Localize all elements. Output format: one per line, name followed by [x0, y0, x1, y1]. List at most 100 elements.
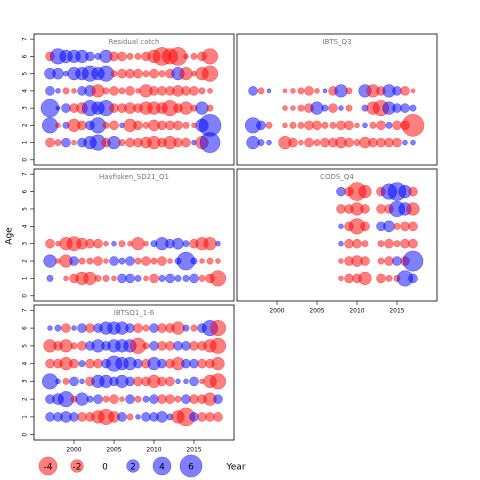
bubble [360, 221, 370, 232]
bubble [181, 394, 191, 404]
bubble [290, 105, 296, 111]
bubble [402, 139, 408, 146]
bubble [157, 323, 167, 333]
panel-frame [33, 168, 235, 302]
bubble [369, 121, 377, 129]
bubble [102, 121, 110, 129]
bubble [91, 84, 105, 98]
bubble [149, 68, 159, 79]
bubble [110, 70, 118, 78]
bubble [142, 395, 150, 403]
bubble [55, 378, 61, 385]
bubble [297, 104, 305, 112]
panel-title: IBTSQ1_1-6 [114, 309, 155, 317]
bubble [206, 104, 214, 112]
legend-label: 4 [159, 463, 165, 473]
bubble [211, 357, 225, 371]
bubble [256, 120, 266, 131]
y-tick-label: 2 [22, 397, 29, 401]
legend-bubble [38, 456, 58, 476]
bubble [322, 88, 328, 94]
bubble [182, 324, 190, 332]
bubble [117, 412, 127, 422]
bubble [392, 103, 402, 113]
bubble [125, 273, 135, 284]
bubble [189, 358, 199, 369]
bubble [338, 240, 344, 247]
bubble [282, 122, 288, 129]
bubble [408, 186, 418, 197]
bubble [150, 257, 158, 265]
bubble [71, 139, 77, 146]
bubble [141, 412, 151, 422]
bubble [408, 238, 418, 249]
bubble [376, 273, 386, 284]
y-tick-label: 0 [22, 158, 29, 162]
bubble [304, 137, 314, 148]
bubble [334, 84, 348, 98]
legend-bubble [152, 456, 172, 476]
y-tick-label: 0 [22, 294, 29, 298]
legend-bubble [126, 459, 140, 473]
bubble [133, 323, 143, 333]
bubble [402, 250, 424, 272]
bubble [298, 139, 304, 146]
bubble [182, 274, 190, 282]
bubble [157, 341, 167, 351]
bubble [69, 412, 79, 422]
x-tick-label: 2010 [349, 308, 364, 315]
x-axis-label: Year [225, 463, 245, 473]
bubble [213, 394, 223, 404]
bubble [321, 121, 329, 129]
y-tick-label: 4 [22, 224, 29, 228]
bubble [358, 184, 372, 199]
bubble [189, 86, 199, 96]
bubble [174, 395, 182, 403]
bubble [133, 376, 143, 387]
bubble [181, 137, 191, 148]
y-axis-label: Age [5, 227, 15, 245]
bubble [134, 257, 142, 265]
bubble [103, 240, 109, 247]
bubble [410, 88, 416, 94]
bubble [55, 105, 61, 111]
bubble [345, 104, 353, 112]
bubble [125, 68, 135, 79]
bubble [125, 86, 135, 96]
bubble [321, 104, 329, 112]
y-tick-label: 3 [22, 106, 29, 110]
bubble [393, 222, 401, 230]
bubble [70, 342, 78, 350]
bubble [118, 139, 126, 147]
bubble [336, 204, 346, 214]
bubble [248, 86, 258, 96]
bubble [69, 376, 79, 387]
panel-title: Residual catch [109, 38, 160, 46]
bubble [320, 137, 330, 148]
bubble [392, 86, 402, 96]
bubble [86, 257, 94, 265]
y-tick-label: 1 [22, 141, 29, 145]
bubble [63, 275, 69, 282]
bubble [86, 395, 94, 403]
bubble [209, 270, 227, 287]
bubble [201, 65, 219, 82]
bubble [329, 121, 337, 129]
bubble [69, 256, 79, 266]
x-tick-label: 2000 [66, 447, 81, 454]
bubble [181, 358, 191, 369]
bubble [313, 139, 321, 147]
bubble [109, 256, 119, 266]
bubble [400, 221, 410, 232]
bubble [54, 324, 62, 332]
bubble [141, 256, 151, 266]
bubble [209, 320, 227, 337]
bubble [257, 139, 265, 147]
x-tick-label: 2005 [309, 308, 324, 315]
bubble [181, 86, 191, 96]
bubble [209, 337, 227, 354]
bubble [149, 341, 159, 351]
bubble [344, 120, 354, 131]
bubble [362, 122, 368, 129]
bubble [131, 237, 145, 251]
